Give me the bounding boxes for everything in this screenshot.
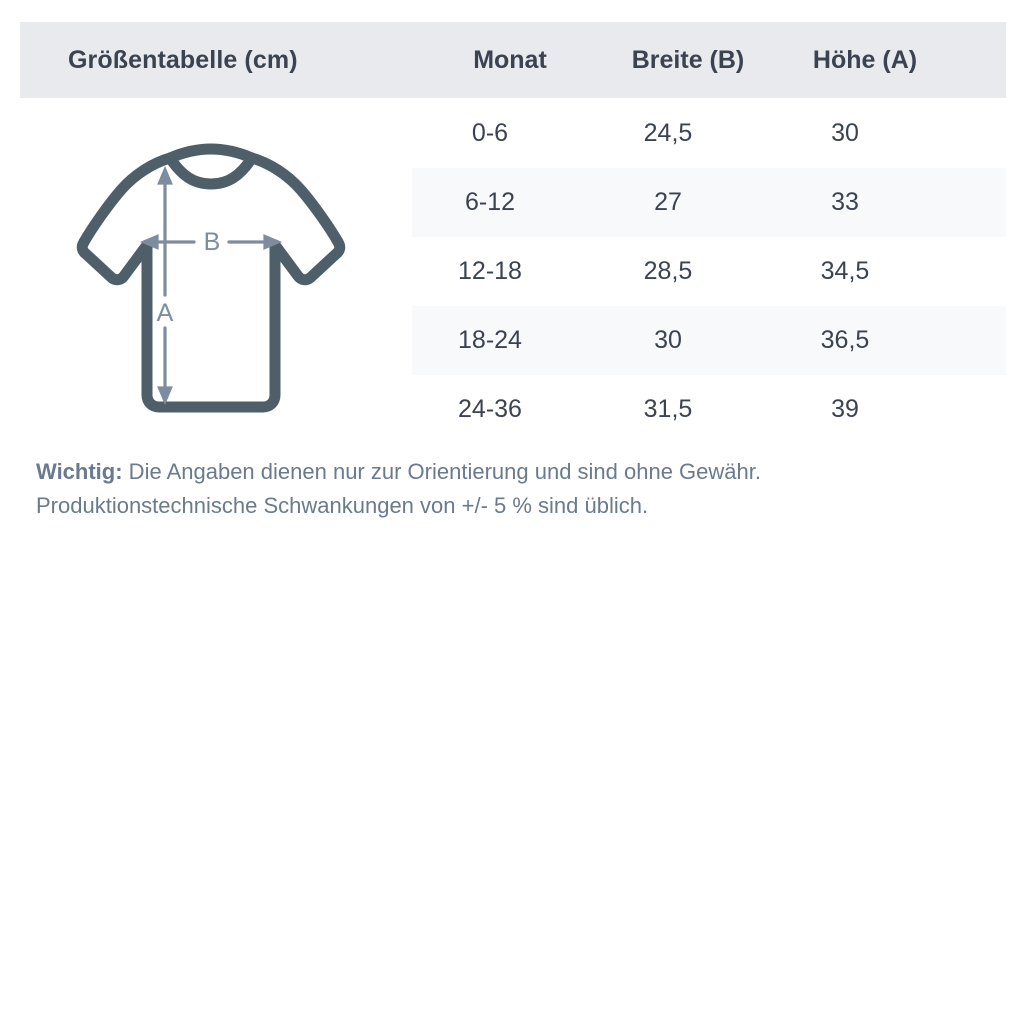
cell-hoehe: 30 [831, 119, 859, 147]
footnote-line-2: Produktionstechnische Schwankungen von +… [36, 493, 649, 518]
cell-hoehe: 39 [831, 395, 859, 423]
footnote-line-1-rest: Die Angaben dienen nur zur Orientierung … [122, 459, 761, 484]
cell-breite: 31,5 [643, 395, 693, 423]
size-table-body: 0-6 24,5 30 6-12 27 33 12-18 28,5 34,5 1… [0, 99, 1024, 444]
tshirt-measurement-diagram: B A [52, 132, 402, 432]
footnote-lead: Wichtig: [36, 459, 123, 484]
column-header-hoehe: Höhe (A) [812, 45, 918, 74]
width-label: B [204, 228, 221, 256]
cell-monat: 6-12 [464, 188, 516, 216]
footnote-disclaimer: Wichtig: Die Angaben dienen nur zur Orie… [36, 455, 996, 523]
tshirt-collar [164, 143, 258, 190]
page-title: Größentabelle (cm) [68, 45, 298, 74]
cell-breite: 30 [654, 326, 682, 354]
table-row: 18-24 30 36,5 [0, 306, 1024, 375]
column-header-breite: Breite (B) [631, 45, 745, 74]
row-stripe [412, 306, 1006, 375]
footnote-line-1: Wichtig: Die Angaben dienen nur zur Orie… [36, 455, 996, 489]
cell-monat: 18-24 [458, 326, 522, 354]
cell-monat: 12-18 [458, 257, 522, 285]
cell-breite: 27 [654, 188, 682, 216]
row-stripe [412, 168, 1006, 237]
cell-hoehe: 34,5 [820, 257, 870, 285]
height-label: A [157, 299, 174, 327]
cell-hoehe: 33 [831, 188, 859, 216]
table-row: 0-6 24,5 30 [0, 99, 1024, 168]
cell-hoehe: 36,5 [820, 326, 870, 354]
column-header-monat: Monat [473, 45, 547, 74]
cell-monat: 24-36 [458, 395, 522, 423]
table-row: 12-18 28,5 34,5 [0, 237, 1024, 306]
cell-monat: 0-6 [471, 119, 509, 147]
cell-breite: 28,5 [643, 257, 693, 285]
height-measure-arrow [157, 165, 173, 406]
table-row: 6-12 27 33 [0, 168, 1024, 237]
table-row: 24-36 31,5 39 [0, 375, 1024, 444]
cell-breite: 24,5 [643, 119, 693, 147]
width-measure-arrow [139, 234, 283, 250]
table-header-band: Größentabelle (cm) Monat Breite (B) Höhe… [20, 22, 1006, 98]
tshirt-outline [76, 152, 346, 413]
